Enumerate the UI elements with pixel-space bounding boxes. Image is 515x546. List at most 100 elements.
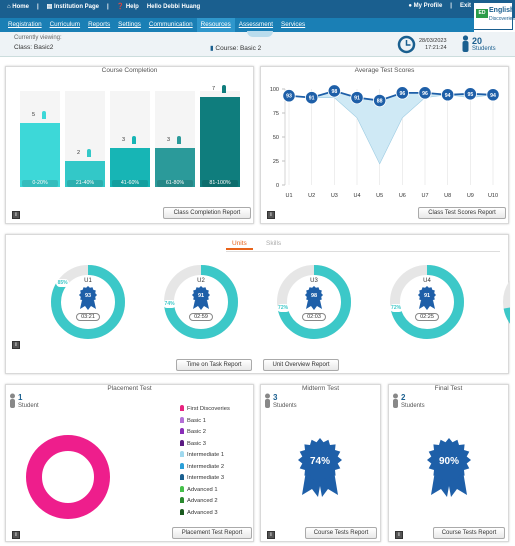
legend-item: Basic 2 [180, 428, 206, 435]
average-test-scores-title-text: Average Test Scores [350, 67, 419, 74]
legend-label: Intermediate 1 [187, 452, 225, 458]
unit-donut[interactable] [498, 260, 510, 344]
nav-registration[interactable]: Registration [8, 21, 42, 28]
institution-page-link[interactable]: ▤ Institution Page [46, 4, 99, 10]
class-completion-report-button[interactable]: Class Completion Report [163, 207, 251, 219]
placement-test-report-button[interactable]: Placement Test Report [172, 527, 252, 539]
home-link[interactable]: ⌂ Home [7, 3, 29, 10]
score-point-label: 94 [445, 93, 451, 99]
donut-progress [390, 265, 464, 339]
score-point[interactable] [418, 86, 432, 100]
course-tests-report-button[interactable]: Course Tests Report [433, 527, 505, 539]
info-icon[interactable]: i [12, 531, 20, 539]
legend-item: Advanced 1 [180, 485, 218, 493]
course-tests-report-button[interactable]: Course Tests Report [305, 527, 377, 539]
person-icon [180, 474, 184, 480]
score-point[interactable] [395, 86, 409, 100]
top-bar: ⌂ Home | ▤ Institution Page | ❓ Help Hel… [0, 0, 515, 18]
placement-test-title-text: Placement Test [103, 385, 156, 392]
date-value: 28/03/2023 [419, 38, 447, 44]
student-icon [132, 136, 136, 145]
nav-assessment[interactable]: Assessment [238, 21, 274, 28]
person-icon [180, 405, 184, 411]
average-test-scores-title: Average Test Scores [261, 67, 508, 74]
info-icon[interactable]: i [12, 211, 20, 219]
unit-donut[interactable] [385, 260, 469, 344]
nav-reports[interactable]: Reports [88, 21, 111, 28]
legend-label: Basic 1 [187, 417, 207, 424]
info-icon[interactable]: i [267, 531, 275, 539]
logo-badge: ED [476, 9, 488, 18]
unit-percent-label: 72% [276, 303, 290, 312]
exit-link[interactable]: Exit [459, 3, 471, 9]
final-count: 2 [401, 393, 406, 402]
home-label: Home [12, 3, 29, 10]
x-tick-label: U4 [353, 193, 360, 199]
logo-line1: English [489, 7, 515, 14]
completion-bar[interactable] [200, 97, 240, 187]
unit-donut[interactable] [272, 260, 356, 344]
help-label: Help [125, 4, 139, 10]
x-tick-label: U3 [331, 193, 338, 199]
bar-value: 3 [122, 137, 126, 144]
legend-label: Advanced 3 [187, 509, 218, 516]
midterm-count: 3 [273, 393, 278, 402]
tab-units[interactable]: Units [226, 240, 253, 250]
placement-count: 1 [18, 393, 23, 402]
midterm-test-panel: Midterm Test 3 Students 74% Course Tests… [260, 384, 381, 542]
unit-donut[interactable] [46, 260, 130, 344]
legend-item: Intermediate 2 [180, 462, 224, 470]
info-icon[interactable]: i [12, 341, 20, 349]
score-point[interactable] [441, 88, 455, 102]
completion-bar[interactable] [20, 122, 60, 187]
nav-curriculum[interactable]: Curriculum [49, 21, 81, 28]
score-point-label: 96 [399, 91, 405, 97]
unit-percent-label: 85% [56, 279, 70, 288]
class-test-scores-report-button[interactable]: Class Test Scores Report [418, 207, 506, 219]
completion-bar[interactable] [155, 148, 195, 187]
score-point-label: 95 [467, 92, 473, 98]
course-completion-chart: 5 0-20% 2 21-40% 3 41-60% 3 61-80% 7 81-100% [18, 81, 244, 195]
unit-score: 98 [311, 293, 317, 299]
unit-score: 91 [424, 293, 430, 299]
separator: | [107, 3, 109, 10]
time-on-task-report-button[interactable]: Time on Task Report [176, 359, 252, 371]
score-badge-icon: 91 [192, 286, 210, 310]
legend-label: Advanced 1 [187, 486, 218, 493]
help-link[interactable]: ❓ Help [116, 4, 139, 10]
score-point[interactable] [463, 87, 477, 101]
score-point-label: 91 [354, 96, 360, 102]
nav-resources[interactable]: Resources [196, 18, 235, 32]
bar-category-label: 41-60% [112, 180, 148, 187]
score-point[interactable] [327, 84, 341, 98]
score-badge-icon: 91 [418, 286, 436, 310]
unit-time: 02:25 [415, 313, 439, 321]
y-tick-label: 100 [270, 87, 279, 93]
x-tick-label: U5 [376, 193, 383, 199]
person-icon [180, 462, 184, 469]
score-point[interactable] [350, 91, 364, 105]
score-point[interactable] [305, 91, 319, 105]
x-tick-label: U9 [467, 193, 474, 199]
score-point[interactable] [373, 93, 387, 108]
unit-overview-report-button[interactable]: Unit Overview Report [263, 359, 339, 371]
nav-settings[interactable]: Settings [118, 21, 141, 28]
legend-label: Basic 3 [187, 440, 207, 447]
student-icon [177, 136, 181, 145]
course-icon: ▮ [210, 45, 216, 52]
info-icon[interactable]: i [395, 531, 403, 539]
completion-bar[interactable] [65, 161, 105, 187]
nav-services[interactable]: Services [281, 21, 306, 28]
tab-skills[interactable]: Skills [266, 240, 282, 247]
score-point[interactable] [486, 88, 500, 102]
completion-bar[interactable] [110, 148, 150, 187]
my-profile-link[interactable]: ● My Profile [408, 3, 443, 9]
student-count: 20 [472, 36, 483, 46]
units-carousel: 85% U1 93 03:21 74% U2 91 02:59 72% U3 98 02:03 72% U… [6, 260, 510, 345]
person-icon [180, 416, 184, 423]
legend-label: Basic 2 [187, 429, 207, 435]
info-icon[interactable]: i [267, 211, 275, 219]
final-test-panel: Final Test 2 Students 90% Course Tests R… [388, 384, 509, 542]
score-point[interactable] [282, 89, 296, 103]
nav-communication[interactable]: Communication [148, 21, 193, 28]
